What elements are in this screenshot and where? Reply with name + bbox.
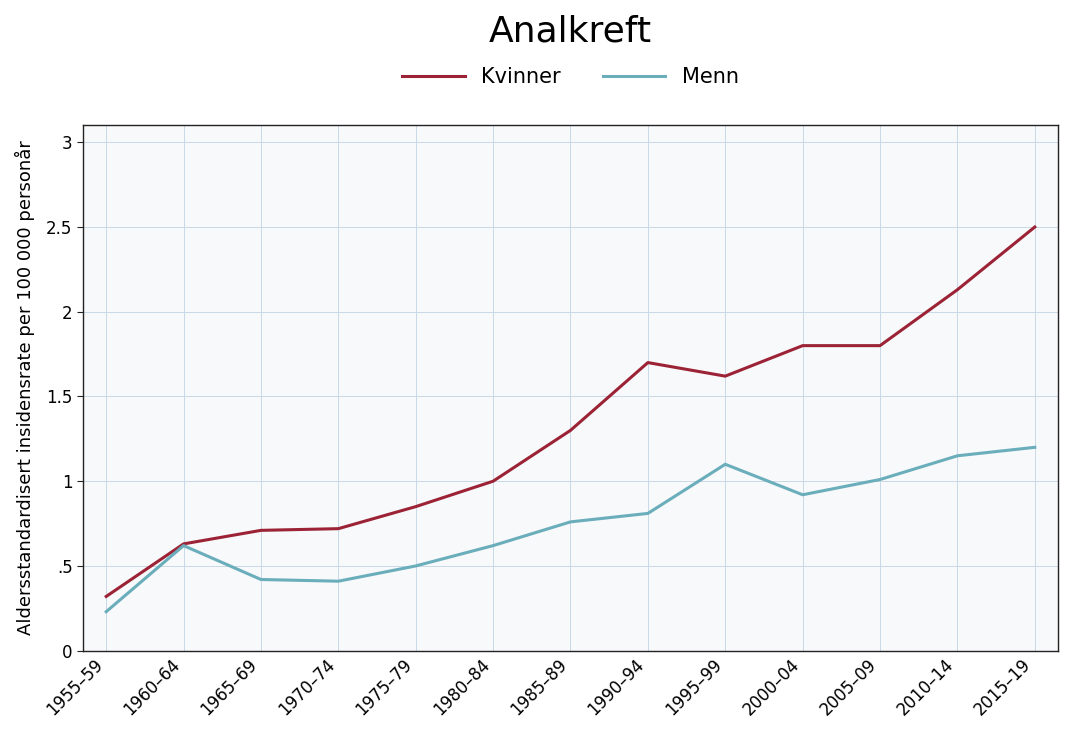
Line: Menn: Menn xyxy=(106,447,1034,611)
Kvinner xyxy=(873,341,886,350)
Menn xyxy=(254,575,267,584)
Menn xyxy=(796,490,809,499)
Kvinner xyxy=(951,286,964,294)
Kvinner xyxy=(1028,222,1041,231)
Menn xyxy=(642,509,655,517)
Kvinner xyxy=(409,502,422,511)
Y-axis label: Aldersstandardisert insidensrate per 100 000 personår: Aldersstandardisert insidensrate per 100… xyxy=(15,141,35,636)
Line: Kvinner: Kvinner xyxy=(106,227,1034,597)
Kvinner xyxy=(254,526,267,535)
Menn xyxy=(487,541,500,550)
Kvinner xyxy=(177,539,190,548)
Title: Analkreft: Analkreft xyxy=(489,15,652,49)
Menn xyxy=(564,517,577,526)
Menn xyxy=(332,577,344,586)
Menn xyxy=(409,562,422,570)
Kvinner xyxy=(332,524,344,533)
Kvinner xyxy=(100,592,113,601)
Kvinner xyxy=(719,371,732,380)
Legend: Kvinner, Menn: Kvinner, Menn xyxy=(402,68,739,87)
Kvinner xyxy=(487,477,500,486)
Menn xyxy=(100,607,113,616)
Menn xyxy=(873,475,886,484)
Menn xyxy=(1028,443,1041,451)
Kvinner xyxy=(564,426,577,435)
Kvinner xyxy=(796,341,809,350)
Menn xyxy=(951,451,964,460)
Menn xyxy=(719,460,732,469)
Kvinner xyxy=(642,358,655,367)
Menn xyxy=(177,541,190,550)
